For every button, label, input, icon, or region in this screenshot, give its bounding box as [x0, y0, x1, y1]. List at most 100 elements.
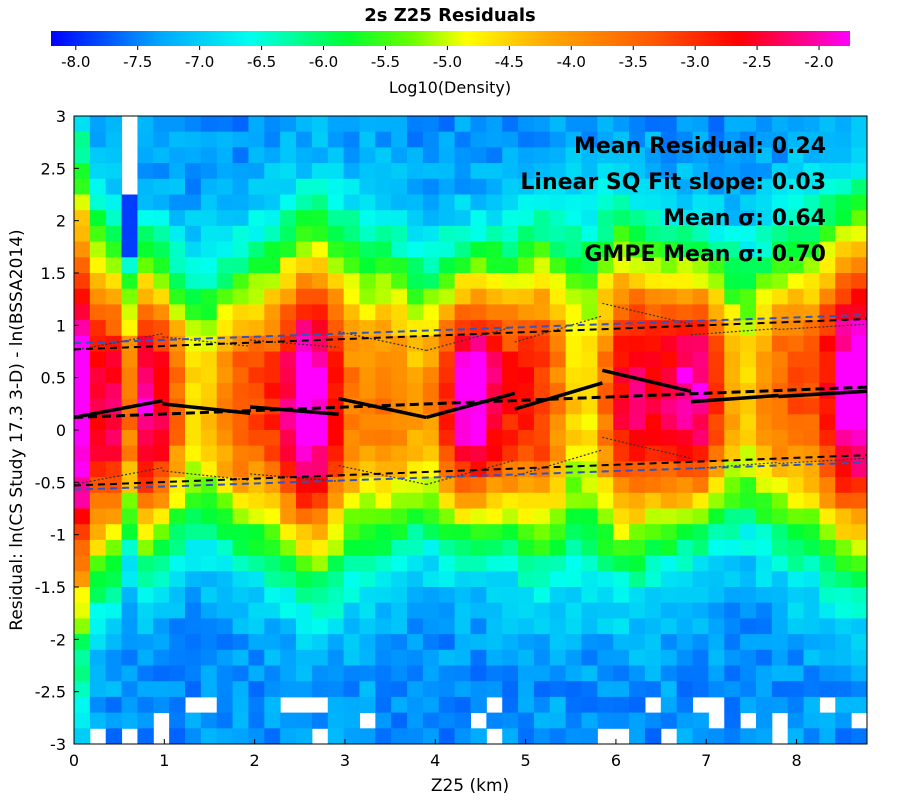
heatmap-cell: [565, 618, 583, 635]
heatmap-cell: [708, 587, 725, 604]
heatmap-cell: [851, 524, 868, 541]
heatmap-cell: [216, 634, 234, 651]
heatmap-cell: [232, 351, 249, 368]
heatmap-cell: [422, 492, 440, 509]
heatmap-cell: [740, 492, 757, 509]
heatmap-cell: [533, 288, 551, 305]
heatmap-cell: [708, 445, 725, 462]
heatmap-cell: [644, 602, 662, 619]
heatmap-cell: [629, 649, 646, 666]
binned-mean-segment: [425, 391, 516, 420]
heatmap-cell: [803, 477, 820, 494]
heatmap-cell: [454, 477, 471, 494]
heatmap-cell: [74, 602, 91, 619]
heatmap-cell: [311, 634, 329, 651]
heatmap-cell: [121, 618, 138, 635]
heatmap-cell: [533, 382, 551, 400]
heatmap-cell: [787, 696, 805, 714]
heatmap-cell: [89, 681, 107, 698]
heatmap-cell: [422, 728, 440, 745]
heatmap-cell: [359, 508, 376, 525]
heatmap-cell: [422, 602, 440, 619]
heatmap-cell: [185, 681, 202, 698]
heatmap-cell: [185, 210, 202, 227]
heatmap-cell: [280, 288, 297, 305]
heatmap-cell: [502, 414, 519, 431]
heatmap-cell: [89, 587, 107, 604]
heatmap-cell: [74, 508, 91, 525]
heatmap-cell: [708, 351, 725, 368]
heatmap-cell: [708, 555, 725, 572]
colorbar-tick-label: -5.0: [433, 53, 462, 71]
heatmap-cell: [185, 712, 202, 729]
heatmap-cell: [422, 320, 440, 337]
heatmap-cell: [502, 555, 519, 572]
heatmap-cell: [438, 477, 456, 494]
heatmap-cell: [660, 367, 678, 384]
heatmap-cell: [486, 649, 503, 666]
heatmap-cell: [89, 649, 107, 666]
heatmap-cell: [311, 665, 329, 682]
heatmap-cell: [755, 320, 773, 337]
heatmap-cell: [280, 131, 297, 148]
heatmap-cell: [740, 131, 757, 148]
heatmap-cell: [89, 696, 107, 714]
heatmap-cell: [771, 210, 789, 227]
heatmap-cell: [644, 477, 662, 494]
colorbar-tick-label: -2.0: [804, 53, 833, 71]
heatmap-cell: [533, 508, 551, 525]
heatmap-cell: [438, 728, 456, 745]
heatmap-cell: [660, 571, 678, 588]
heatmap-cell: [375, 147, 392, 164]
heatmap-cell: [137, 571, 154, 588]
heatmap-cell: [232, 461, 249, 478]
heatmap-cell: [660, 241, 678, 258]
heatmap-cell: [708, 194, 725, 211]
heatmap-cell: [327, 430, 345, 447]
heatmap-cell: [216, 618, 234, 635]
heatmap-cell: [803, 304, 820, 321]
x-tick-label: 8: [791, 751, 801, 770]
heatmap-cell: [422, 571, 440, 588]
heatmap-cell: [851, 163, 868, 180]
heatmap-cell: [549, 712, 567, 729]
heatmap-cell: [232, 634, 249, 651]
heatmap-cell: [375, 273, 392, 290]
heatmap-cell: [89, 194, 107, 211]
heatmap-cell: [248, 555, 265, 572]
heatmap-cell: [518, 163, 535, 180]
heatmap-cell: [549, 116, 567, 133]
heatmap-cell: [708, 273, 725, 290]
heatmap-cell: [153, 649, 170, 666]
heatmap-cell: [296, 445, 313, 462]
heatmap-cell: [121, 555, 138, 572]
heatmap-cell: [692, 320, 709, 337]
heatmap-cell: [327, 398, 345, 415]
heatmap-cell: [105, 288, 123, 305]
heatmap-cell: [629, 210, 646, 227]
heatmap-cell: [486, 304, 503, 321]
heatmap-cell: [787, 398, 805, 415]
heatmap-cell: [565, 320, 583, 337]
heatmap-cell: [787, 414, 805, 431]
heatmap-cell: [391, 163, 408, 180]
heatmap-cell: [549, 210, 567, 227]
heatmap-cell: [232, 320, 249, 337]
heatmap-cell: [660, 508, 678, 525]
heatmap-cell: [851, 728, 868, 745]
heatmap-cell: [787, 461, 805, 478]
heatmap-cell: [533, 618, 551, 635]
heatmap-cell: [518, 602, 535, 619]
heatmap-cell: [375, 712, 392, 729]
heatmap-cell: [327, 414, 345, 431]
heatmap-cell: [771, 288, 789, 305]
heatmap-cell: [565, 273, 583, 290]
heatmap-cell: [660, 335, 678, 352]
heatmap-cell: [835, 461, 852, 478]
heatmap-cell: [835, 116, 852, 133]
heatmap-cell: [185, 382, 202, 400]
heatmap-cell: [819, 430, 836, 447]
heatmap-cell: [835, 712, 852, 729]
heatmap-cell: [264, 147, 281, 164]
heatmap-cell: [502, 367, 519, 384]
